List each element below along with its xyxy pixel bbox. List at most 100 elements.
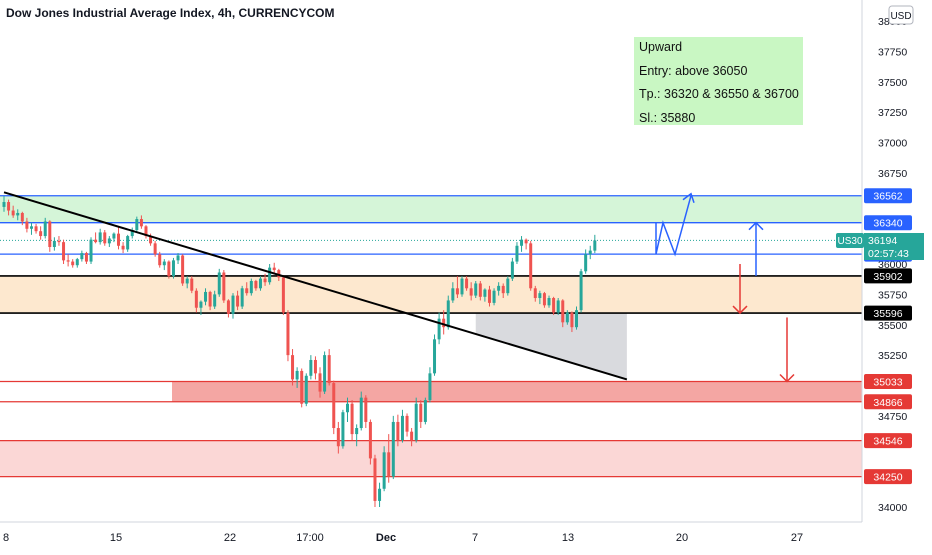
candle bbox=[249, 278, 253, 296]
candle-body bbox=[451, 288, 455, 301]
candle-body bbox=[469, 288, 473, 296]
candle bbox=[487, 285, 491, 307]
candle-body bbox=[204, 291, 208, 302]
candle bbox=[162, 259, 166, 271]
candle bbox=[410, 428, 414, 447]
candle bbox=[419, 400, 423, 429]
candle-body bbox=[167, 261, 171, 277]
candle bbox=[98, 228, 102, 245]
levels-layer bbox=[0, 195, 862, 478]
candle-body bbox=[2, 202, 6, 207]
time-tick-label: 7 bbox=[472, 532, 478, 544]
candle-body bbox=[162, 261, 166, 266]
candle bbox=[153, 240, 157, 257]
level-label-text: 35033 bbox=[873, 376, 902, 388]
candle bbox=[442, 310, 446, 335]
candle bbox=[139, 215, 143, 229]
candle bbox=[515, 242, 519, 264]
candle bbox=[94, 232, 98, 244]
candle bbox=[190, 276, 194, 294]
candle-body bbox=[254, 281, 258, 289]
candle bbox=[561, 299, 565, 328]
candle bbox=[318, 367, 322, 398]
candle-body bbox=[121, 245, 125, 250]
candle bbox=[71, 259, 75, 268]
price-tick-label: 34000 bbox=[878, 502, 907, 514]
candle bbox=[194, 288, 198, 313]
candle-body bbox=[524, 239, 528, 244]
candle bbox=[213, 290, 217, 309]
time-tick-label: 17:00 bbox=[296, 532, 324, 544]
candle-body bbox=[483, 289, 487, 297]
candle-body bbox=[107, 238, 111, 244]
candle-body bbox=[66, 260, 70, 262]
level-label: 34866 bbox=[864, 394, 912, 410]
candle bbox=[89, 237, 93, 264]
candle bbox=[240, 285, 244, 309]
candle-body bbox=[584, 254, 588, 272]
candles-layer bbox=[2, 195, 597, 507]
candle-body bbox=[135, 219, 139, 230]
trade-stop-loss: Sl.: 35880 bbox=[639, 111, 695, 125]
candle bbox=[355, 424, 359, 447]
time-tick-label: Dec bbox=[376, 532, 396, 544]
candle bbox=[423, 397, 427, 425]
arrows-layer bbox=[655, 192, 795, 383]
candle bbox=[373, 454, 377, 507]
time-axis[interactable]: 8 15 22 17:00 Dec 7 13 20 27 bbox=[0, 521, 932, 550]
candle-body bbox=[515, 245, 519, 262]
candle bbox=[570, 311, 574, 333]
candle-body bbox=[506, 278, 510, 294]
price-tick-label: 36750 bbox=[878, 168, 907, 180]
candle-body bbox=[378, 488, 382, 501]
candle bbox=[575, 306, 578, 330]
candle bbox=[48, 220, 52, 252]
candle bbox=[332, 380, 336, 435]
candle-body bbox=[217, 272, 221, 295]
candle-body bbox=[419, 403, 423, 422]
candle-body bbox=[89, 239, 93, 262]
candle bbox=[446, 295, 450, 330]
candle bbox=[313, 356, 317, 380]
candle bbox=[286, 310, 290, 362]
currency-badge[interactable]: USD bbox=[888, 5, 914, 25]
candle-body bbox=[382, 452, 386, 489]
candle bbox=[121, 242, 125, 254]
candle bbox=[474, 281, 478, 299]
candle-body bbox=[112, 233, 116, 239]
candle-body bbox=[547, 298, 551, 306]
candle bbox=[52, 237, 56, 251]
candle bbox=[226, 299, 230, 318]
candle bbox=[117, 227, 120, 250]
current-price-tag: US30 36194 02:57:43 bbox=[836, 233, 924, 260]
candle bbox=[181, 254, 185, 286]
candle bbox=[346, 397, 349, 422]
time-axis-ticks: 8 15 22 17:00 Dec 7 13 20 27 bbox=[3, 532, 803, 544]
symbol-tag: US30 bbox=[837, 236, 862, 247]
zone-support-strong bbox=[172, 381, 862, 402]
candle bbox=[107, 236, 111, 247]
candle bbox=[378, 482, 382, 507]
candle-body bbox=[181, 255, 185, 284]
candle bbox=[437, 312, 441, 345]
level-label: 36340 bbox=[864, 215, 912, 231]
candle bbox=[579, 268, 583, 313]
level-label: 34546 bbox=[864, 433, 912, 449]
price-axis[interactable]: 34000 34750 35250 35500 35750 36000 36750 37000… bbox=[861, 0, 932, 522]
candle-body bbox=[94, 239, 98, 243]
candle bbox=[291, 349, 295, 386]
down-arrow-2-head bbox=[779, 373, 795, 383]
candle bbox=[222, 270, 226, 303]
candle-body bbox=[7, 202, 11, 211]
candle bbox=[387, 434, 391, 483]
candle-body bbox=[25, 221, 29, 229]
candle-body bbox=[281, 277, 285, 313]
candle bbox=[144, 225, 148, 239]
candle-body bbox=[593, 240, 597, 251]
candle bbox=[167, 260, 171, 279]
candle-body bbox=[446, 300, 450, 328]
candle-body bbox=[34, 226, 38, 232]
candle-body bbox=[20, 212, 24, 222]
candle-body bbox=[318, 373, 322, 392]
